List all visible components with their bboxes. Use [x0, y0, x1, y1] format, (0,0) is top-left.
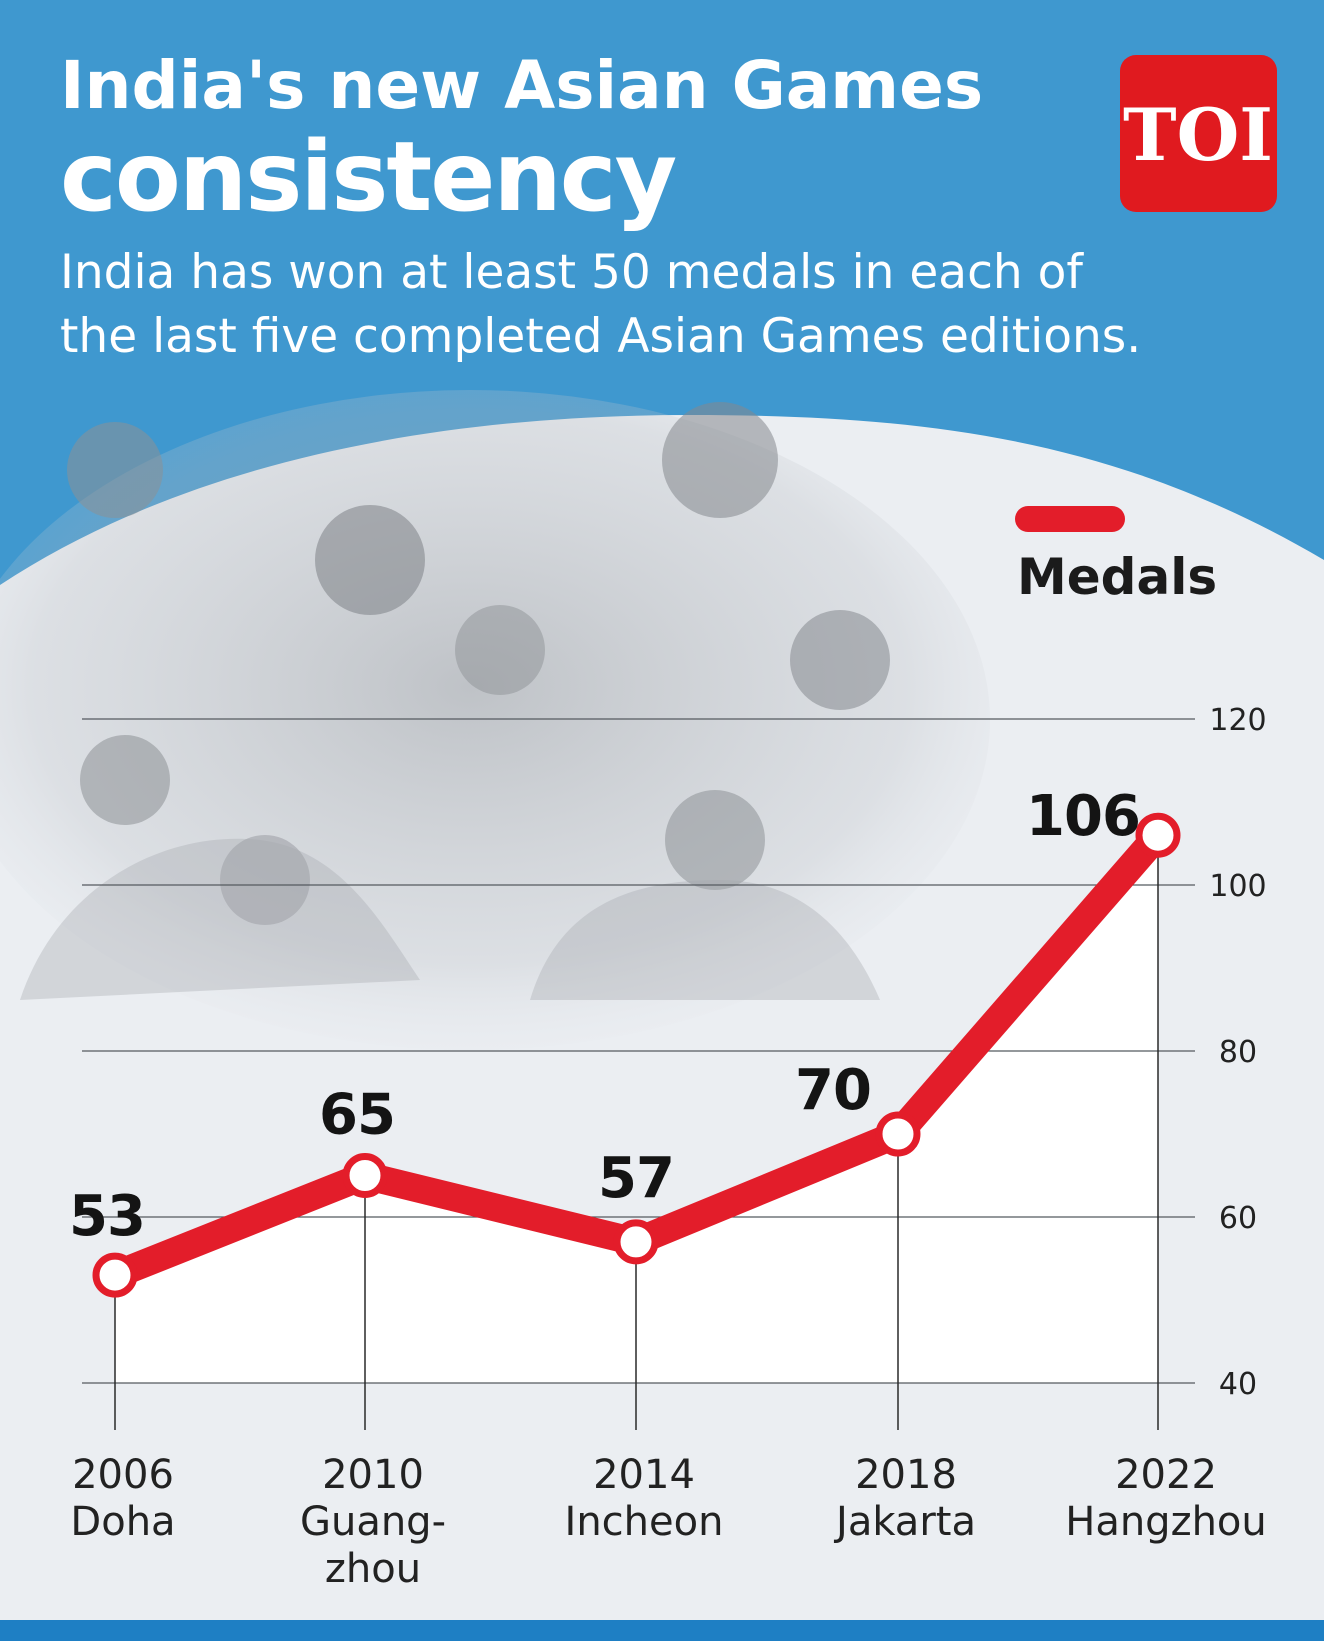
- point-2018: [875, 1111, 921, 1157]
- y-tick-label-80: 80: [1219, 1035, 1257, 1070]
- toi-logo-text: TOI: [1123, 92, 1273, 177]
- y-tick-label-120: 120: [1209, 703, 1266, 738]
- point-2006: [92, 1252, 138, 1298]
- data-label-2022: 106: [1026, 784, 1140, 849]
- toi-logo-background: [1120, 55, 1277, 212]
- y-tick-label-100: 100: [1209, 869, 1266, 904]
- data-label-2010: 65: [319, 1083, 395, 1148]
- x-label-city-2010-1: zhou: [325, 1546, 421, 1592]
- x-label-city-2022: Hangzhou: [1065, 1499, 1267, 1545]
- toi-logo: TOI: [1120, 55, 1277, 212]
- point-2022: [1135, 812, 1181, 858]
- point-2010: [342, 1153, 388, 1198]
- footer-bar: [0, 1620, 1324, 1641]
- x-label-year-2010: 2010: [322, 1452, 424, 1498]
- title-line-2: consistency: [60, 121, 676, 233]
- subtitle-line-1: India has won at least 50 medals in each…: [60, 245, 1084, 300]
- x-label-year-2018: 2018: [855, 1452, 957, 1498]
- x-label-city-2006: Doha: [70, 1499, 175, 1545]
- y-tick-label-60: 60: [1219, 1201, 1257, 1236]
- x-label-year-2022: 2022: [1115, 1452, 1217, 1498]
- data-label-2006: 53: [69, 1184, 145, 1249]
- point-2014: [613, 1219, 659, 1265]
- y-tick-label-40: 40: [1219, 1367, 1257, 1402]
- data-label-2014: 57: [598, 1146, 674, 1211]
- subtitle-line-2: the last five completed Asian Games edit…: [60, 309, 1141, 364]
- data-label-2018: 70: [795, 1058, 871, 1123]
- x-label-year-2006: 2006: [72, 1452, 174, 1498]
- title-line-1: India's new Asian Games: [60, 47, 983, 124]
- legend-label-medals: Medals: [1017, 548, 1217, 606]
- x-label-city-2018: Jakarta: [833, 1499, 976, 1545]
- athletes-photo-collage: [0, 390, 990, 1050]
- x-label-city-2014: Incheon: [565, 1499, 724, 1545]
- x-label-year-2014: 2014: [593, 1452, 695, 1498]
- x-label-city-2010: Guang-: [300, 1499, 446, 1545]
